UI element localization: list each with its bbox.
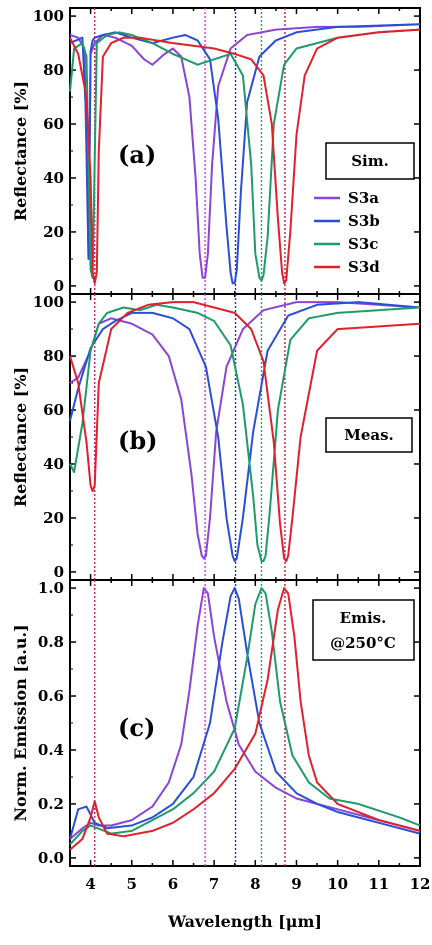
panel-a-ticks: 0 20 40 60 80 100 — [33, 7, 421, 295]
x-tick-label: 10 — [327, 875, 348, 893]
panel-c-series — [69, 587, 421, 851]
series-line-s3c — [69, 28, 421, 282]
y-tick-label: 80 — [43, 61, 64, 79]
series-line-s3a — [69, 587, 421, 840]
y-tick-label: 0 — [54, 563, 64, 581]
series-line-s3d — [69, 301, 421, 563]
legend-label-s3b: S3b — [348, 212, 380, 230]
panel-a-label-box — [325, 142, 415, 180]
panel-c-ylabel: Norm. Emission [a.u.] — [11, 624, 30, 821]
y-tick-label: 0.8 — [38, 633, 64, 651]
y-tick-label: 60 — [43, 115, 64, 133]
panel-b-ticks: 0 20 40 60 80 100 — [33, 293, 421, 581]
y-tick-label: 40 — [43, 169, 64, 187]
y-tick-label: 40 — [43, 455, 64, 473]
panel-a: 0 20 40 60 80 100 (a) Sim. S3a S3b S3c S3d Refle… — [11, 7, 421, 295]
x-axis-ticks: 4 5 6 7 8 9 10 11 12 — [85, 875, 430, 893]
panel-c-label: Emis. — [340, 609, 387, 627]
panel-c-label-temperature: @250°C — [330, 634, 396, 652]
y-tick-label: 60 — [43, 401, 64, 419]
series-line-s3b — [69, 301, 421, 563]
panel-c: 0.0 0.2 0.4 0.6 0.8 1.0 (c) Emis. @250°C Norm… — [11, 579, 421, 867]
panel-b-label-box — [325, 417, 413, 453]
series-line-s3a — [69, 301, 421, 560]
panel-c-label-box — [312, 599, 415, 661]
series-line-s3d — [69, 587, 421, 851]
x-tick-label: 6 — [168, 875, 178, 893]
legend-label-s3c: S3c — [348, 235, 378, 253]
y-tick-label: 0.6 — [38, 687, 64, 705]
legend-label-s3d: S3d — [348, 258, 380, 276]
panel-b-tag: (b) — [118, 426, 158, 455]
panel-b-series — [69, 301, 421, 563]
y-tick-label: 100 — [33, 293, 64, 311]
y-tick-label: 0 — [54, 277, 64, 295]
panel-a-series — [69, 23, 421, 285]
panel-b-ylabel: Reflectance [%] — [11, 367, 30, 507]
panel-b-label: Meas. — [344, 426, 394, 444]
x-axis-label: Wavelength [μm] — [167, 912, 322, 931]
series-line-s3b — [69, 587, 421, 840]
panel-c-ticks: 0.0 0.2 0.4 0.6 0.8 1.0 — [38, 579, 421, 867]
legend-label-s3a: S3a — [348, 189, 379, 207]
panel-a-ylabel: Reflectance [%] — [11, 81, 30, 221]
series-line-s3c — [69, 587, 421, 846]
y-tick-label: 0.4 — [38, 741, 64, 759]
y-tick-label: 80 — [43, 347, 64, 365]
series-line-s3a — [69, 23, 421, 279]
series-line-s3c — [69, 303, 421, 563]
x-tick-label: 12 — [410, 875, 431, 893]
x-tick-label: 5 — [127, 875, 137, 893]
x-tick-label: 7 — [209, 875, 219, 893]
y-tick-label: 0.2 — [38, 795, 64, 813]
y-tick-label: 20 — [43, 223, 64, 241]
y-tick-label: 0.0 — [38, 849, 64, 867]
panel-a-label: Sim. — [351, 152, 389, 170]
x-tick-label: 11 — [368, 875, 389, 893]
panel-a-tag: (a) — [118, 140, 156, 169]
y-tick-label: 1.0 — [38, 579, 64, 597]
panel-b: 0 20 40 60 80 100 (b) Meas. Reflectance [%] — [11, 293, 421, 581]
series-line-s3d — [69, 28, 421, 285]
legend: S3a S3b S3c S3d — [314, 189, 380, 276]
y-tick-label: 100 — [33, 7, 64, 25]
x-tick-label: 4 — [85, 875, 95, 893]
x-tick-label: 9 — [291, 875, 301, 893]
series-line-s3b — [69, 23, 421, 285]
x-tick-label: 8 — [250, 875, 260, 893]
y-tick-label: 20 — [43, 509, 64, 527]
panel-c-tag: (c) — [118, 713, 155, 742]
